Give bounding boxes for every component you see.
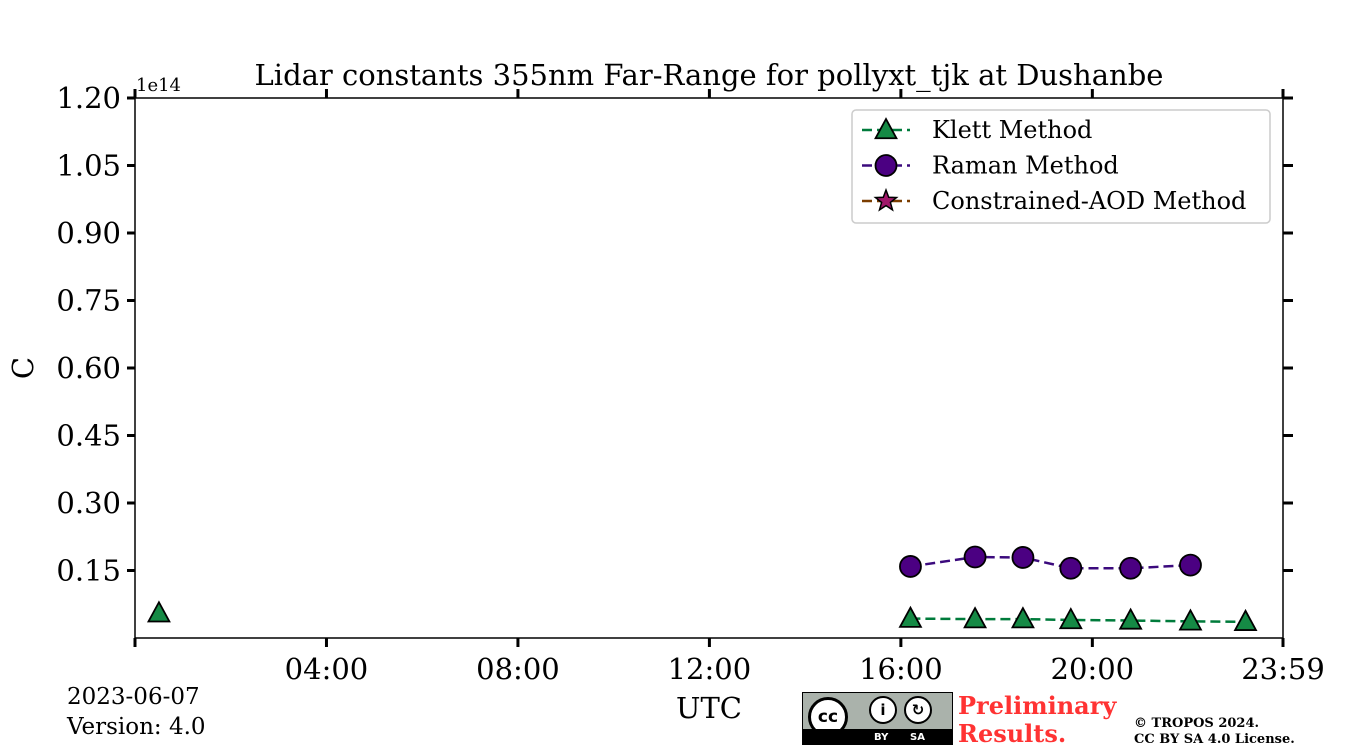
x-tick-label: 12:00	[668, 652, 752, 686]
data-point	[900, 556, 921, 577]
data-point	[965, 547, 986, 568]
legend-label: Raman Method	[932, 152, 1119, 180]
date-text: 2023-06-07	[67, 682, 206, 712]
data-point	[1012, 608, 1033, 627]
series-circle-group	[900, 547, 1201, 579]
copyright-notice: © TROPOS 2024. CC BY SA 4.0 License.	[1134, 716, 1295, 748]
badge-by-label: BY	[874, 732, 888, 743]
series-line	[910, 557, 1190, 568]
x-tick-label: 16:00	[859, 652, 943, 686]
badge-sa-label: SA	[910, 732, 925, 743]
data-point	[148, 602, 169, 621]
y-tick-label: 0.75	[56, 284, 121, 318]
legend: Klett Method Raman Method Constrained-AOD …	[852, 110, 1270, 223]
copyright-line-1: © TROPOS 2024.	[1134, 716, 1295, 732]
x-tick-label: 20:00	[1051, 652, 1135, 686]
data-point	[1012, 547, 1033, 568]
cc-license-badge: cc i ↻ BY SA	[802, 692, 953, 745]
y-offset-label: 1e14	[136, 75, 181, 96]
data-point	[1120, 609, 1141, 628]
x-tick-label: 04:00	[285, 652, 369, 686]
y-tick-label: 0.15	[56, 554, 121, 588]
copyright-line-2: CC BY SA 4.0 License.	[1134, 732, 1295, 748]
attribution-person-icon: i	[869, 696, 897, 724]
lidar-constant-chart: Lidar constants 355nm Far-Range for poll…	[0, 0, 1350, 750]
data-point	[965, 608, 986, 627]
y-tick-label: 0.30	[56, 486, 121, 520]
y-tick-label: 0.60	[56, 351, 121, 385]
y-tick-label: 1.05	[56, 149, 121, 183]
y-tick-label: 0.45	[56, 419, 121, 453]
data-point	[900, 608, 921, 627]
legend-label: Constrained-AOD Method	[932, 187, 1246, 215]
series-layer	[148, 547, 1255, 631]
chart-title: Lidar constants 355nm Far-Range for poll…	[255, 58, 1164, 93]
version-text: Version: 4.0	[67, 712, 206, 742]
x-tick-label: 23:59	[1241, 652, 1325, 686]
legend-marker-icon	[876, 155, 897, 176]
series-triangle-group	[148, 602, 1255, 630]
y-tick-label: 0.90	[56, 216, 121, 250]
preliminary-line-1: Preliminary	[958, 692, 1138, 720]
share-alike-icon: ↻	[904, 696, 932, 724]
y-tick-label: 1.20	[56, 81, 121, 115]
data-point	[1180, 610, 1201, 629]
data-point	[1235, 611, 1256, 630]
preliminary-line-2: Results.	[958, 720, 1138, 748]
x-tick-label: 08:00	[476, 652, 560, 686]
y-axis-label: C	[6, 357, 40, 379]
preliminary-results-label: Preliminary Results.	[958, 692, 1138, 748]
x-axis-label: UTC	[676, 691, 742, 725]
data-point	[1120, 558, 1141, 579]
date-version-block: 2023-06-07 Version: 4.0	[67, 682, 206, 742]
data-point	[1180, 555, 1201, 576]
legend-label: Klett Method	[932, 116, 1092, 144]
data-point	[1060, 558, 1081, 579]
